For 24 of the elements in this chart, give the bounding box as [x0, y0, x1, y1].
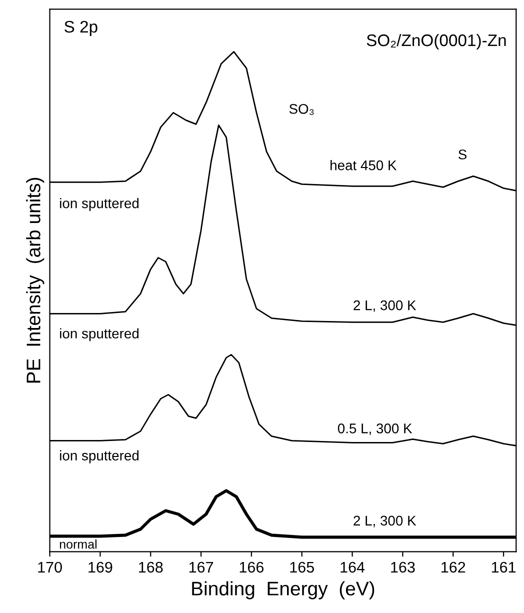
x-tick-label: 166: [240, 562, 264, 573]
annotation: S: [458, 150, 467, 160]
annotation: ion sputtered: [60, 198, 139, 211]
annotation: 2 L, 300 K: [354, 300, 416, 312]
annotation: heat 450 K: [330, 160, 397, 170]
x-tick-label: 167: [189, 562, 214, 573]
x-axis-title: Binding Energy (eV): [192, 581, 374, 600]
x-tick-label: 162: [442, 562, 466, 573]
x-tick-label: 165: [290, 562, 314, 573]
x-tick-label: 169: [88, 562, 112, 573]
annotation: SO₃: [289, 104, 314, 115]
annotation: 0.5 L, 300 K: [338, 424, 412, 436]
annotation: normal: [60, 540, 96, 549]
annotation: ion sputtered: [60, 450, 139, 464]
x-tick-label: 164: [340, 562, 365, 573]
text: SO₂/ZnO(0001)-Zn: [366, 34, 506, 50]
x-tick-label: 161: [492, 562, 516, 573]
annotation: 2 L, 300 K: [354, 516, 416, 528]
text: S 2p: [64, 20, 98, 36]
y-axis-title: PE Intensity (arb units): [26, 178, 44, 383]
annotation: ion sputtered: [60, 328, 139, 342]
x-tick-label: 168: [139, 562, 163, 573]
x-tick-label: 163: [391, 562, 415, 573]
x-tick-label: 170: [38, 562, 62, 573]
